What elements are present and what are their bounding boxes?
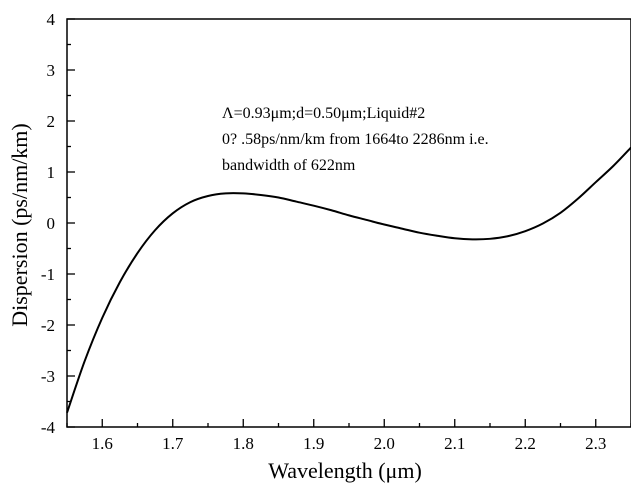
y-tick-label: 4 [47,10,56,29]
x-tick-label: 2.3 [585,434,606,453]
annotation-line-2: 0? .58ps/nm/km from 1664to 2286nm i.e. [222,131,489,148]
plot-frame [66,18,631,428]
x-tick-label: 2.0 [374,434,395,453]
y-tick-label: -4 [41,418,56,437]
dispersion-curve [66,146,631,414]
x-tick-label: 1.9 [303,434,324,453]
y-tick-label: 2 [47,112,56,131]
y-tick-label: 1 [47,163,56,182]
series-layer [66,146,631,414]
x-tick-label: 1.7 [162,434,184,453]
y-tick-label: 0 [47,214,56,233]
y-tick-labels: -4 -3 -2 -1 0 1 2 3 4 [41,10,56,437]
y-tick-label: 3 [47,61,56,80]
axis-ticks [66,18,631,428]
x-axis-title: Wavelength (μm) [268,458,422,483]
x-tick-labels: 1.6 1.7 1.8 1.9 2.0 2.1 2.2 2.3 [92,434,607,453]
y-tick-label: -2 [41,316,55,335]
annotation-line-3: bandwidth of 622nm [222,157,356,174]
x-tick-label: 1.6 [92,434,113,453]
y-tick-label: -1 [41,265,55,284]
x-tick-label: 2.2 [515,434,536,453]
y-axis-title: Dispersion (ps/nm/km) [7,123,32,327]
y-tick-label: -3 [41,367,55,386]
annotation-line-1: Λ=0.93μm;d=0.50μm;Liquid#2 [222,105,425,122]
x-tick-label: 1.8 [233,434,254,453]
x-tick-label: 2.1 [444,434,465,453]
